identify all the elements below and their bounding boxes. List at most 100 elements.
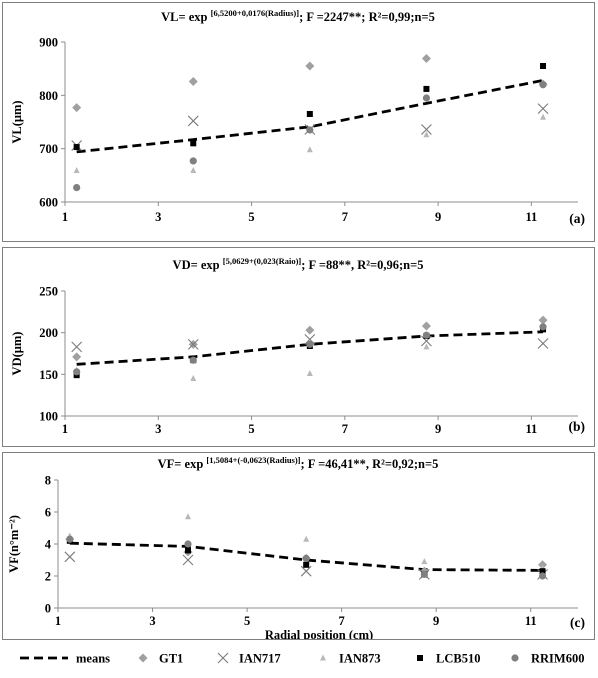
series-gt1 [72, 54, 548, 113]
data-point-ian873 [303, 535, 310, 542]
y-tick-label: 200 [39, 326, 58, 340]
chart-panel-vl: VL= exp [6,5200+0,0176(Radius)]; F =2247… [2, 2, 595, 242]
legend-label: RRIM600 [531, 652, 584, 666]
data-point-ian717-stroke-b [537, 103, 549, 115]
panel-label: (a) [569, 211, 585, 226]
legend-label: means [76, 652, 110, 666]
x-tick-label: 5 [248, 422, 254, 436]
x-tick-label: 11 [525, 422, 537, 436]
data-point-ian717-stroke-b [421, 335, 432, 347]
chart-panel-vd: VD= exp [5,0629+(0,023(Raio)]; F =88**, … [2, 247, 595, 447]
data-point-ian717 [300, 565, 312, 577]
data-point-lcb510 [423, 85, 430, 92]
data-point-rrim600 [73, 368, 81, 376]
x-tick-label: 3 [155, 422, 161, 436]
y-tick-label: 250 [39, 285, 58, 299]
legend-label: IAN717 [239, 652, 281, 666]
legend-swatch-rrim600 [511, 654, 519, 662]
data-point-ian717 [421, 124, 432, 135]
chart-vd: VD= exp [5,0629+(0,023(Raio)]; F =88**, … [10, 256, 586, 436]
y-axis-label: VF(n°m⁻²) [7, 515, 21, 573]
data-point-ian873 [306, 370, 313, 376]
x-tick-label: 9 [433, 614, 439, 628]
data-point-rrim600 [302, 554, 310, 562]
data-point-ian717 [187, 115, 199, 127]
y-tick-label: 2 [45, 570, 51, 584]
x-axis-label: Radial position (cm) [265, 628, 373, 639]
x-tick-label: 7 [339, 614, 345, 628]
data-point-ian717 [421, 335, 432, 347]
data-point-ian873 [421, 558, 428, 565]
panel-label: (b) [569, 419, 586, 434]
legend-swatch-ian717 [217, 652, 229, 664]
data-point-ian717 [64, 551, 76, 563]
panel-label: (c) [570, 615, 585, 630]
x-tick-label: 5 [248, 210, 254, 224]
chart-title-exponent: [1,5084+(-0,0623(Radius)] [206, 455, 300, 465]
y-tick-label: 900 [39, 36, 58, 50]
data-point-ian717-stroke-b [71, 341, 83, 353]
data-point-lcb510 [539, 568, 546, 575]
data-point-ian717 [537, 103, 549, 115]
chart-title: VD= exp [5,0629+(0,023(Raio)]; F =88**, … [173, 256, 424, 272]
legend-svg: means GT1 IAN717 IAN873 LCB510 RRIM600 [20, 652, 584, 666]
chart-title-prefix: VD= exp [173, 258, 223, 272]
x-tick-label: 9 [435, 210, 441, 224]
series-line-means [76, 79, 544, 154]
x-tick-label: 1 [62, 210, 68, 224]
data-point-ian717-stroke-b [187, 115, 199, 127]
data-point-gt1 [72, 103, 82, 113]
chart-panel-vf: VF= exp [1,5084+(-0,0623(Radius)]; F =46… [2, 452, 595, 642]
data-point-ian717-stroke-b [182, 554, 194, 566]
y-tick-label: 4 [45, 538, 52, 552]
data-point-gt1 [188, 76, 198, 86]
legend-item-ian717: IAN717 [217, 652, 281, 666]
chart-title-suffix: ; F =88**, R²=0,96;n=5 [301, 258, 423, 272]
legend-item-gt1: GT1 [138, 652, 183, 666]
data-point-rrim600 [422, 331, 431, 339]
data-point-ian717-stroke-b [187, 338, 199, 350]
x-tick-label: 3 [155, 210, 161, 224]
data-point-lcb510 [190, 140, 197, 147]
data-point-ian717 [187, 338, 199, 350]
data-point-gt1 [421, 54, 431, 64]
y-tick-label: 8 [45, 474, 51, 488]
y-axis-label: VL(μm) [10, 100, 24, 143]
data-point-rrim600 [189, 356, 197, 364]
data-point-rrim600 [66, 535, 74, 543]
legend-item-ian873: IAN873 [320, 652, 381, 666]
y-axis-label: VD(μm) [10, 332, 24, 376]
chart-title-suffix: ; F =46,41**, R²=0,92;n=5 [301, 457, 439, 471]
data-point-ian873 [190, 167, 197, 174]
x-tick-label: 3 [149, 614, 155, 628]
data-point-rrim600 [306, 126, 314, 134]
data-point-rrim600 [420, 570, 428, 578]
legend-swatch-lcb510 [417, 655, 423, 661]
series-gt1 [72, 315, 548, 362]
series-rrim600 [66, 535, 547, 580]
legend-item-lcb510: LCB510 [417, 652, 480, 666]
chart-title-prefix: VL= exp [161, 10, 211, 24]
chart-vf: VF= exp [1,5084+(-0,0623(Radius)]; F =46… [7, 455, 585, 642]
chart-vl: VL= exp [6,5200+0,0176(Radius)]; F =2247… [10, 8, 585, 226]
data-point-rrim600 [422, 94, 431, 102]
data-point-ian873 [185, 513, 191, 520]
series-line-means [76, 330, 544, 366]
data-point-ian873 [423, 131, 430, 138]
y-tick-label: 0 [45, 602, 51, 616]
y-tick-label: 100 [39, 410, 58, 424]
chart-title-exponent: [6,5200+0,0176(Radius)] [211, 8, 300, 18]
chart-title-exponent: [5,0629+(0,023(Raio)] [223, 256, 302, 266]
chart-title-suffix: ; F =2247**; R²=0,99;n=5 [299, 10, 435, 24]
chart-title: VF= exp [1,5084+(-0,0623(Radius)]; F =46… [158, 455, 439, 471]
series-rrim600 [73, 323, 547, 376]
y-tick-label: 6 [45, 506, 51, 520]
data-point-ian717-stroke-b [304, 333, 316, 345]
data-point-lcb510 [73, 144, 80, 151]
x-tick-label: 7 [342, 210, 348, 224]
data-point-gt1 [305, 61, 315, 71]
legend-swatch-ian717-stroke-b [217, 652, 229, 664]
legend-label: LCB510 [436, 652, 480, 666]
data-point-gt1 [305, 325, 315, 335]
data-point-ian717 [71, 341, 83, 353]
